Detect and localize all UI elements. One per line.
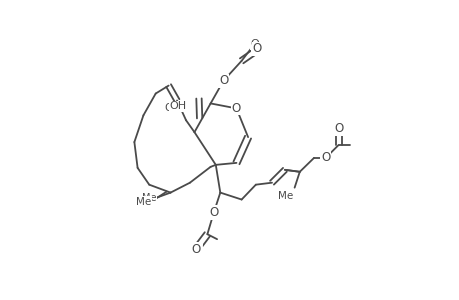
Text: O: O (320, 152, 330, 164)
Text: Me: Me (142, 193, 157, 202)
Text: O: O (209, 206, 218, 219)
Text: O: O (320, 153, 329, 163)
Text: Me: Me (278, 190, 293, 201)
Text: O: O (218, 74, 228, 87)
Text: O: O (252, 42, 261, 56)
Text: Me: Me (135, 196, 151, 206)
Text: O: O (209, 207, 218, 218)
Text: O: O (250, 39, 258, 49)
Text: O: O (333, 125, 342, 135)
Text: O: O (251, 46, 260, 56)
Text: OH: OH (164, 103, 180, 113)
Text: O: O (218, 76, 227, 85)
Text: O: O (333, 122, 342, 135)
Text: OH: OH (169, 101, 186, 111)
Text: O: O (231, 102, 241, 115)
Text: O: O (191, 243, 201, 256)
Text: O: O (232, 103, 241, 113)
Text: O: O (193, 242, 202, 252)
